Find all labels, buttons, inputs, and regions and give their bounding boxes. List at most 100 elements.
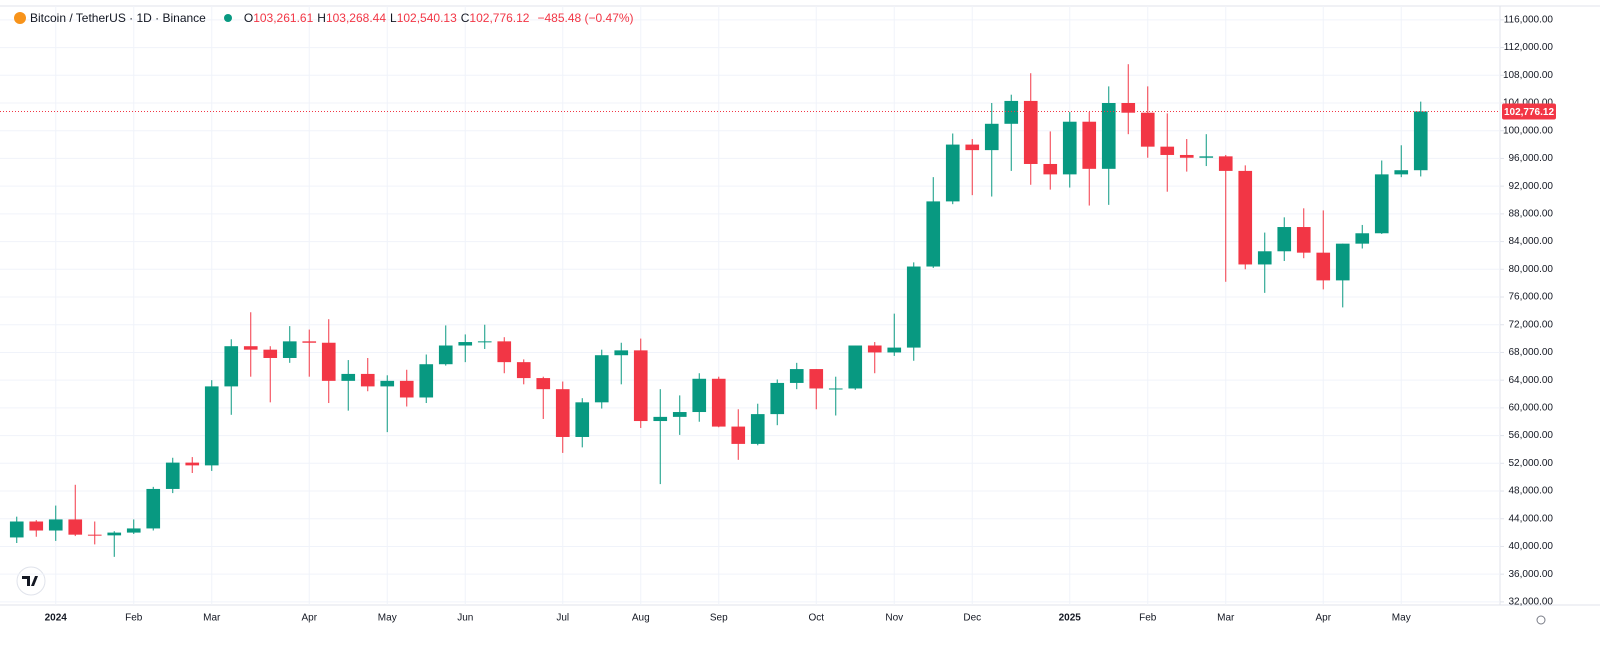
- settings-icon[interactable]: [1536, 615, 1546, 625]
- candle-body: [1160, 146, 1175, 155]
- candle-body: [809, 369, 824, 389]
- y-tick-label: 108,000.00: [1503, 70, 1553, 81]
- candle-body: [497, 341, 512, 363]
- candle-body: [848, 345, 863, 389]
- candle-body: [828, 388, 843, 390]
- candle-body: [68, 519, 83, 535]
- x-tick-label: Aug: [632, 613, 650, 624]
- y-tick-label: 104,000.00: [1503, 98, 1553, 109]
- x-tick-label: Sep: [710, 613, 728, 624]
- x-tick-label: Feb: [1139, 613, 1157, 624]
- candle-body: [185, 462, 200, 466]
- candle-body: [1101, 103, 1116, 169]
- y-tick-label: 40,000.00: [1509, 541, 1554, 552]
- x-tick-label: Jul: [556, 613, 569, 624]
- x-tick-label: Apr: [1315, 613, 1331, 624]
- candle-body: [1179, 154, 1194, 158]
- candle-body: [9, 521, 24, 538]
- candle-body: [1023, 100, 1038, 164]
- candle-body: [1121, 103, 1136, 113]
- candle-body: [302, 341, 317, 343]
- x-tick-label: 2025: [1059, 613, 1082, 624]
- candle-body: [614, 350, 629, 356]
- x-tick-label: 2024: [45, 613, 68, 624]
- candle-body: [887, 347, 902, 353]
- candle-body: [926, 201, 941, 267]
- y-tick-label: 116,000.00: [1504, 14, 1554, 25]
- candle-body: [672, 412, 687, 417]
- candle-body: [1238, 170, 1253, 265]
- candle-body: [360, 373, 375, 387]
- candle-body: [380, 380, 395, 387]
- candle-body: [711, 378, 726, 427]
- candle-body: [984, 123, 999, 151]
- y-tick-label: 44,000.00: [1509, 513, 1554, 524]
- ohlc-key: H: [317, 11, 326, 25]
- candle-body: [1004, 100, 1019, 124]
- candle-body: [1218, 156, 1233, 171]
- candle-body: [1277, 227, 1292, 252]
- candle-body: [945, 144, 960, 202]
- candle-body: [1082, 121, 1097, 169]
- candle-body: [458, 342, 473, 346]
- candle-body: [653, 416, 668, 422]
- y-tick-label: 112,000.00: [1504, 42, 1554, 53]
- y-tick-label: 68,000.00: [1509, 347, 1554, 358]
- candle-body: [126, 528, 141, 533]
- y-tick-label: 80,000.00: [1509, 264, 1554, 275]
- candle-body: [107, 532, 122, 536]
- market-status: [223, 14, 232, 22]
- candle-body: [321, 342, 336, 381]
- y-tick-label: 92,000.00: [1509, 181, 1554, 192]
- candle-body: [399, 380, 414, 398]
- candle-body: [477, 341, 492, 343]
- candle-body: [633, 350, 648, 422]
- ohlc: O 103,261.61 H 103,268.44 L 102,540.13 C 102,77…: [244, 11, 534, 25]
- candle-body: [906, 266, 921, 348]
- candle-body: [594, 355, 609, 403]
- x-tick-label: Mar: [1217, 613, 1235, 624]
- y-tick-label: 72,000.00: [1509, 319, 1554, 330]
- y-tick-label: 100,000.00: [1503, 125, 1553, 136]
- last-price-label: 102,776.12: [1504, 107, 1554, 118]
- candle-body: [243, 346, 258, 350]
- y-tick-label: 56,000.00: [1509, 430, 1554, 441]
- candle-body: [204, 386, 219, 466]
- legend-header: Bitcoin / TetherUS · 1D · Binance O 103,2…: [14, 11, 638, 25]
- y-tick-label: 76,000.00: [1509, 292, 1554, 303]
- y-tick-label: 52,000.00: [1509, 458, 1554, 469]
- y-tick-label: 48,000.00: [1509, 486, 1554, 497]
- tv-logo: [16, 566, 46, 596]
- last-price-tag: [1502, 103, 1556, 120]
- candle-body: [282, 341, 297, 358]
- candle-body: [263, 349, 278, 358]
- candle-body: [438, 345, 453, 365]
- candle-body: [516, 362, 531, 379]
- candle-body: [29, 521, 44, 531]
- x-tick-label: Apr: [301, 613, 317, 624]
- y-tick-label: 64,000.00: [1509, 375, 1554, 386]
- candle-body: [1257, 251, 1272, 265]
- y-tick-label: 88,000.00: [1509, 209, 1554, 220]
- candle-body: [146, 488, 161, 529]
- y-tick-label: 96,000.00: [1509, 153, 1554, 164]
- candle-body: [1199, 156, 1214, 158]
- candle-body: [1296, 227, 1311, 253]
- candle-body: [224, 346, 239, 387]
- change: −485.48 (−0.47%): [537, 11, 634, 25]
- x-tick-label: Oct: [808, 613, 824, 624]
- x-tick-label: Dec: [963, 613, 981, 624]
- y-tick-label: 84,000.00: [1509, 236, 1554, 247]
- candle-body: [341, 373, 356, 381]
- candle-body: [48, 519, 63, 531]
- x-tick-label: Nov: [885, 613, 903, 624]
- candle-body: [965, 144, 980, 151]
- ohlc-key: C: [460, 11, 470, 25]
- symbol-icon: [14, 12, 26, 24]
- x-tick-label: May: [378, 613, 397, 624]
- candle-body: [87, 534, 102, 536]
- candle-body: [419, 364, 434, 398]
